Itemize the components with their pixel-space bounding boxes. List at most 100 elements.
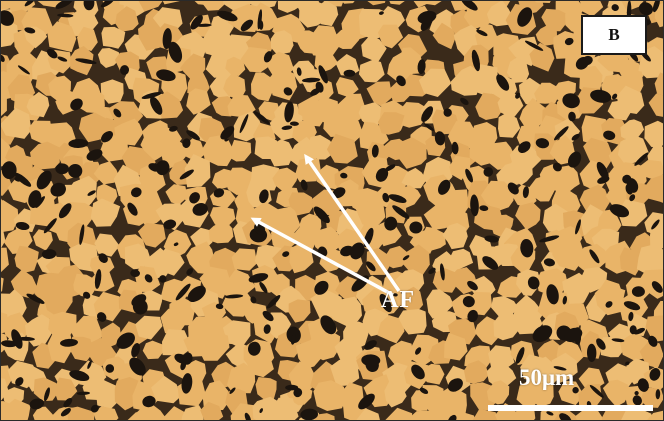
- dark-phase-particle: [415, 347, 422, 355]
- dark-phase-particle: [568, 111, 576, 122]
- grain: [550, 352, 578, 383]
- grain: [90, 198, 121, 227]
- dark-phase-particle: [130, 269, 140, 278]
- dark-phase-particle: [113, 108, 122, 118]
- dark-phase-particle: [293, 388, 303, 398]
- grain: [160, 308, 186, 334]
- dark-phase-particle: [651, 219, 660, 230]
- dark-phase-particle: [69, 370, 90, 382]
- grain: [202, 134, 235, 167]
- grain: [432, 22, 456, 50]
- grain: [475, 22, 500, 51]
- dark-phase-particle: [289, 121, 299, 126]
- dark-phase-particle: [388, 194, 407, 203]
- dark-phase-particle: [625, 361, 630, 366]
- dark-phase-particle: [43, 218, 57, 234]
- dark-phase-particle: [596, 161, 609, 180]
- dark-phase-particle: [379, 293, 392, 313]
- dark-phase-particle: [375, 167, 389, 182]
- grain: [534, 82, 560, 104]
- grain: [295, 157, 322, 183]
- dark-phase-particle: [17, 336, 35, 341]
- grain: [526, 356, 558, 387]
- dark-phase-particle: [28, 190, 42, 209]
- dark-phase-particle: [517, 7, 533, 27]
- dark-phase-particle: [496, 74, 510, 91]
- grain: [184, 154, 211, 188]
- dark-phase-particle: [637, 378, 649, 392]
- grain: [636, 243, 663, 277]
- grain: [397, 102, 429, 128]
- dark-phase-particle: [633, 327, 645, 335]
- grain: [295, 274, 322, 301]
- dark-phase-particle: [546, 411, 554, 416]
- dark-phase-particle: [60, 338, 78, 347]
- grain: [1, 277, 4, 293]
- grain: [403, 244, 430, 277]
- grain: [469, 64, 498, 97]
- grain: [551, 237, 586, 271]
- dark-phase-particle: [196, 23, 212, 27]
- grain: [97, 48, 121, 68]
- grain: [537, 291, 571, 319]
- grain: [488, 141, 517, 170]
- dark-phase-particle: [11, 329, 23, 349]
- dark-phase-particle: [648, 335, 658, 347]
- grain: [553, 31, 581, 59]
- dark-phase-particle: [190, 15, 203, 30]
- dark-phase-particle: [315, 81, 324, 93]
- dark-phase-particle: [15, 377, 24, 387]
- grain: [165, 184, 188, 205]
- dark-phase-particle: [629, 325, 637, 335]
- dark-phase-particle: [250, 296, 257, 304]
- grain: [246, 352, 274, 378]
- dark-phase-particle: [90, 404, 99, 413]
- dark-phase-particle: [586, 343, 597, 362]
- dark-phase-particle: [479, 205, 489, 212]
- dark-phase-particle: [371, 144, 379, 158]
- dark-phase-particle: [213, 188, 225, 198]
- grain: [225, 56, 246, 76]
- grain: [580, 267, 608, 293]
- grain: [186, 88, 211, 115]
- dark-phase-particle: [402, 255, 410, 261]
- dark-phase-particle: [57, 13, 74, 18]
- dark-phase-particle: [97, 312, 107, 322]
- dark-phase-particle: [44, 387, 50, 402]
- grain: [1, 312, 33, 341]
- dark-phase-particle: [564, 37, 574, 46]
- grain: [314, 413, 335, 420]
- dark-phase-particle: [131, 343, 140, 358]
- dark-phase-particle: [46, 48, 58, 59]
- dark-phase-particle: [609, 204, 630, 218]
- dark-phase-particle: [300, 408, 318, 420]
- dark-phase-particle: [1, 340, 17, 348]
- grain: [463, 360, 489, 384]
- grain: [333, 28, 360, 49]
- dark-phase-particle: [467, 309, 479, 323]
- dark-phase-particle: [87, 190, 96, 196]
- grain: [558, 380, 584, 406]
- grain: [251, 72, 275, 102]
- dark-phase-particle: [462, 295, 475, 308]
- grain: [532, 382, 554, 408]
- grain: [32, 406, 55, 420]
- dark-phase-particle: [168, 41, 183, 63]
- grain: [223, 73, 246, 101]
- dark-phase-particle: [554, 126, 569, 141]
- dark-phase-particle: [358, 393, 375, 410]
- dark-phase-particle: [82, 291, 91, 299]
- dark-phase-particle: [524, 40, 544, 51]
- grain: [498, 113, 521, 138]
- dark-phase-particle: [507, 182, 519, 195]
- grain: [1, 107, 32, 139]
- grain: [488, 345, 515, 369]
- grain: [442, 222, 468, 250]
- dark-phase-particle: [424, 123, 435, 132]
- grain: [418, 68, 452, 97]
- grain: [313, 380, 346, 411]
- grain: [1, 229, 6, 249]
- grain: [422, 363, 445, 385]
- grain: [231, 248, 258, 271]
